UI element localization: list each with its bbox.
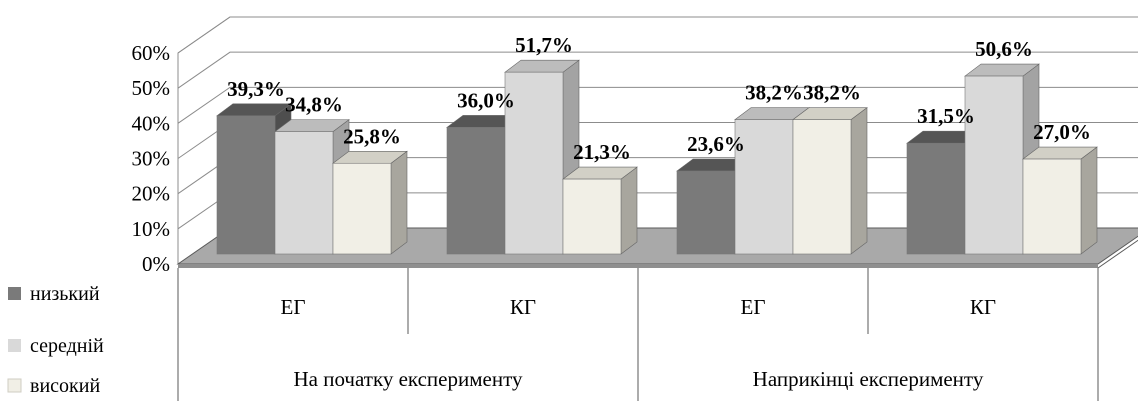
y-tick-label: 0% — [142, 252, 170, 276]
data-label: 34,8% — [285, 93, 343, 117]
y-tick-label: 20% — [132, 182, 171, 206]
data-label: 38,2% — [803, 81, 861, 105]
legend-label: середній — [30, 335, 104, 357]
labels-layer: 39,3%34,8%25,8% 36,0% 51,7% 21,3% 23,6% 38,2%… — [227, 33, 1091, 164]
data-label: 25,8% — [343, 124, 401, 148]
bar-front — [446, 127, 506, 255]
bar-side — [850, 107, 868, 255]
legend-item: високий — [7, 375, 100, 397]
data-label: 36,0% — [457, 88, 515, 112]
legend-item: середній — [8, 335, 104, 357]
x-category-label: КГ — [970, 295, 996, 319]
legend-label: високий — [30, 375, 100, 397]
bar-front — [676, 170, 736, 255]
bar-side — [390, 150, 408, 255]
x-category-label: КГ — [510, 295, 536, 319]
grid-layer — [176, 16, 1138, 268]
gridline — [177, 16, 1138, 54]
bar-front — [216, 115, 276, 255]
bars-layer — [216, 59, 1098, 255]
data-label: 39,3% — [227, 77, 285, 101]
data-label: 50,6% — [975, 37, 1033, 61]
bar-front — [1022, 158, 1082, 255]
data-label: 23,6% — [687, 132, 745, 156]
gridline — [177, 51, 1138, 89]
axis-divider — [1097, 239, 1138, 269]
bar-front — [562, 178, 622, 255]
x-category-label: ЕГ — [281, 295, 306, 319]
axis-layer: 0% 10% 20% 30% 40% 50% 60% ЕГ КГ ЕГ КГ На початку е… — [132, 41, 1138, 401]
bar-front — [792, 119, 852, 255]
y-tick-label: 50% — [132, 76, 171, 100]
bar-side — [620, 166, 638, 255]
legend: низький середній високий — [7, 283, 104, 397]
gridline — [177, 86, 1138, 124]
bar-front — [332, 162, 392, 255]
bar — [562, 166, 638, 255]
bar-front — [274, 131, 334, 255]
bar-side — [1080, 146, 1098, 255]
data-label: 38,2% — [745, 81, 803, 105]
legend-item: низький — [8, 283, 100, 305]
bar — [792, 107, 868, 255]
data-label: 31,5% — [917, 104, 975, 128]
legend-label: низький — [30, 283, 100, 305]
legend-swatch — [8, 339, 21, 352]
x-group-label: Наприкінці експерименту — [753, 367, 984, 391]
y-tick-label: 30% — [132, 147, 171, 171]
y-tick-label: 10% — [132, 217, 171, 241]
bar — [332, 150, 408, 255]
bar — [1022, 146, 1098, 255]
bar-front — [504, 71, 564, 255]
data-label: 51,7% — [515, 33, 573, 57]
bar-front — [906, 142, 966, 255]
x-category-label: ЕГ — [741, 295, 766, 319]
data-label: 27,0% — [1033, 120, 1091, 144]
y-tick-label: 60% — [132, 41, 171, 65]
bar-front — [734, 119, 794, 255]
x-group-label: На початку експерименту — [294, 367, 523, 391]
legend-swatch — [7, 378, 22, 393]
y-tick-label: 40% — [132, 111, 171, 135]
data-label: 21,3% — [573, 140, 631, 164]
bar-front — [964, 75, 1024, 255]
legend-swatch — [8, 287, 21, 300]
chart-floor-edge — [178, 264, 1098, 268]
